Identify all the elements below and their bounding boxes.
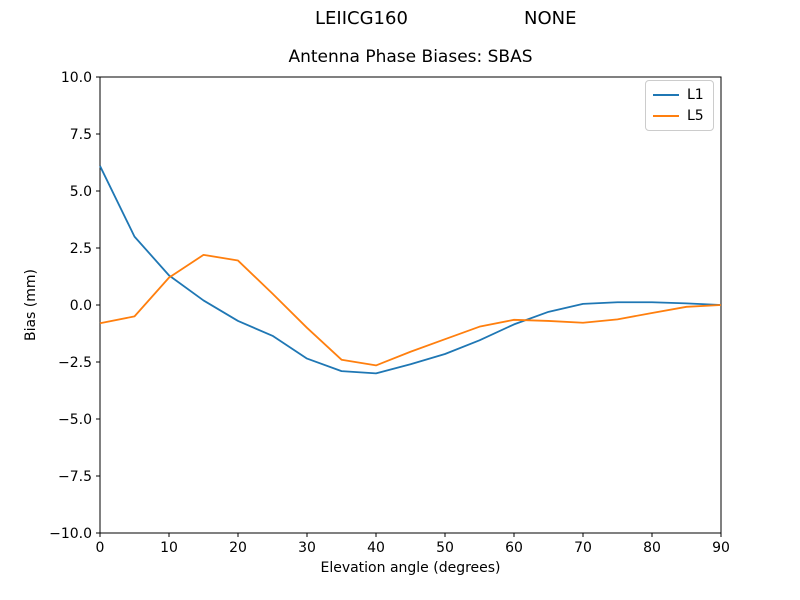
y-tick-label: 5.0 <box>70 184 92 200</box>
y-tick-label: 0.0 <box>70 298 92 314</box>
x-tick-label: 30 <box>298 540 316 556</box>
y-tick-label: −5.0 <box>58 412 92 428</box>
x-tick-label: 60 <box>505 540 523 556</box>
x-tick-label: 40 <box>367 540 385 556</box>
legend-label: L5 <box>687 108 704 124</box>
y-tick-label: −10.0 <box>49 526 92 542</box>
legend-item-l5: L5 <box>653 109 704 123</box>
x-tick-label: 80 <box>643 540 661 556</box>
x-tick-label: 20 <box>229 540 247 556</box>
l1-legend-line-sample <box>653 94 679 96</box>
y-tick-label: 2.5 <box>70 241 92 257</box>
x-tick-label: 10 <box>160 540 178 556</box>
l1-line <box>99 165 722 375</box>
x-tick-label: 0 <box>96 540 105 556</box>
legend-label: L1 <box>687 87 704 103</box>
legend: L1 L5 <box>645 80 714 131</box>
y-tick-label: −7.5 <box>58 469 92 485</box>
suptitle-none: NONE <box>524 8 577 29</box>
chart-title: Antenna Phase Biases: SBAS <box>288 47 533 67</box>
l5-legend-line-sample <box>653 115 679 117</box>
y-axis-label: Bias (mm) <box>23 268 39 342</box>
y-tick-label: 10.0 <box>61 70 92 86</box>
x-axis-label: Elevation angle (degrees) <box>320 560 501 576</box>
legend-item-l1: L1 <box>653 88 704 102</box>
x-tick-label: 70 <box>574 540 592 556</box>
y-tick-label: −2.5 <box>58 355 92 371</box>
l5-line <box>99 253 722 367</box>
x-tick-label: 50 <box>436 540 454 556</box>
y-tick-label: 7.5 <box>70 127 92 143</box>
station-name: LEIICG160 <box>315 8 408 29</box>
x-tick-label: 90 <box>712 540 730 556</box>
axes-frame <box>99 76 722 534</box>
